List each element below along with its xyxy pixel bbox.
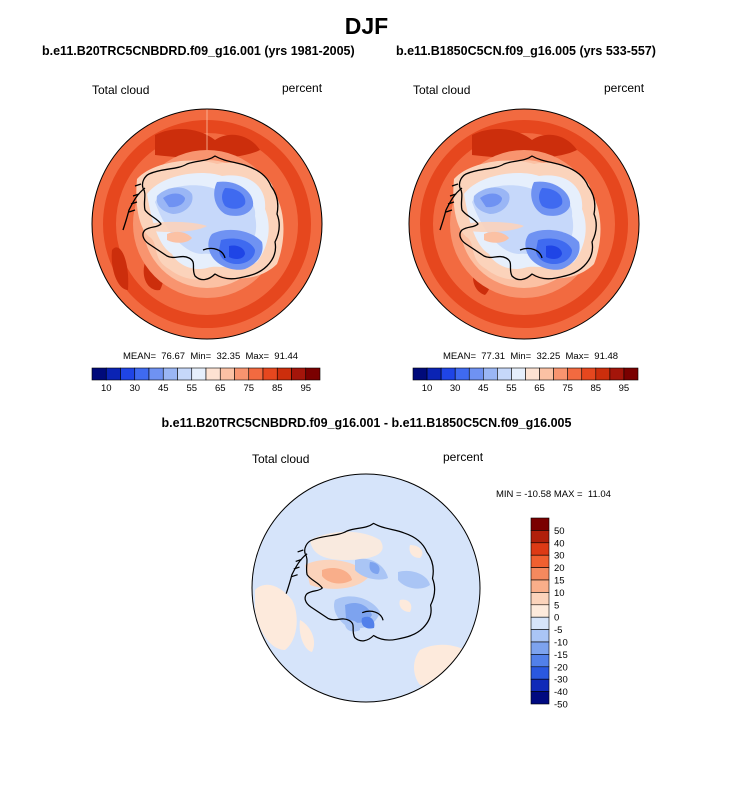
panel-1-units-label: percent	[282, 81, 323, 95]
colorbar-diff-swatch	[530, 604, 550, 618]
colorbar-diff-swatch	[530, 530, 550, 544]
colorbar-diff-swatch	[530, 616, 550, 630]
diff-variable-label: Total cloud	[252, 452, 310, 466]
colorbar-1-tick-label: 95	[300, 383, 311, 394]
colorbar-2-swatch	[426, 367, 442, 381]
panel-2-stats: MEAN= 77.31 Min= 32.25 Max= 91.48	[443, 351, 619, 362]
colorbar-1-tick-label: 75	[243, 383, 254, 394]
colorbar-2-tick-label: 10	[422, 383, 433, 394]
colorbar-diff-swatch	[530, 517, 550, 531]
colorbar-diff-tick-label: -10	[554, 638, 568, 649]
colorbar-1-swatch	[234, 367, 250, 381]
colorbar-1-tick-label: 30	[129, 383, 140, 394]
colorbar-1-swatch	[276, 367, 292, 381]
colorbar-diff-tick-label: 5	[554, 600, 559, 611]
colorbar-2-swatch	[483, 367, 498, 381]
panel-1-map	[91, 108, 323, 340]
colorbar-diff-tick-label: 50	[554, 526, 565, 537]
colorbar-diff-tick-label: 20	[554, 563, 565, 574]
colorbar-2-swatch	[412, 367, 428, 381]
colorbar-diff-swatch	[530, 542, 550, 556]
colorbar-1-swatch	[291, 367, 307, 381]
panel-2-title: b.e11.B1850C5CN.f09_g16.005 (yrs 533-557…	[396, 44, 656, 58]
colorbar-1-swatch	[91, 367, 107, 381]
panel-1-title: b.e11.B20TRC5CNBDRD.f09_g16.001 (yrs 198…	[42, 44, 355, 58]
colorbar-2-swatch	[623, 367, 639, 381]
colorbar-1-tick-label: 85	[272, 383, 283, 394]
diff-map	[251, 473, 481, 703]
colorbar-diff-tick-label: 15	[554, 576, 565, 587]
colorbar-1-tick-label: 55	[186, 383, 197, 394]
colorbar-1-swatch	[248, 367, 264, 381]
colorbar-diff-swatch	[530, 691, 550, 705]
colorbar-diff-swatch	[530, 592, 550, 606]
colorbar-2-tick-label: 95	[619, 383, 630, 394]
panel-2-units-label: percent	[604, 81, 645, 95]
colorbar-1-swatch	[191, 367, 207, 381]
diff-stats: MIN = -10.58 MAX = 11.04	[496, 489, 611, 500]
colorbar-diff-tick-label: 0	[554, 613, 559, 624]
colorbar-2-swatch	[609, 367, 625, 381]
colorbar-2-swatch	[567, 367, 583, 381]
colorbar-2-tick-label: 85	[591, 383, 602, 394]
colorbar-2-tick-label: 75	[562, 383, 573, 394]
colorbar-2-tick-label: 45	[478, 383, 489, 394]
colorbar-1-swatch	[262, 367, 278, 381]
panel-1-variable-label: Total cloud	[92, 83, 150, 97]
colorbar-diff-swatch	[530, 641, 550, 655]
colorbar-2-swatch	[539, 367, 554, 381]
colorbar-diff-tick-label: 30	[554, 551, 565, 562]
colorbar-1-tick-label: 45	[158, 383, 169, 394]
diff-title: b.e11.B20TRC5CNBDRD.f09_g16.001 - b.e11.…	[161, 416, 572, 430]
colorbar-diff-swatch	[530, 654, 550, 668]
colorbar-diff-tick-label: -15	[554, 650, 568, 661]
panel-2-variable-label: Total cloud	[413, 83, 471, 97]
colorbar-1-swatch	[219, 367, 235, 381]
colorbar-2-swatch	[454, 367, 470, 381]
colorbar-2-swatch	[581, 367, 597, 381]
colorbar-2-swatch	[595, 367, 611, 381]
colorbar-2-tick-label: 30	[450, 383, 461, 394]
colorbar-1-swatch	[148, 367, 164, 381]
colorbar-diff-tick-label: -5	[554, 625, 562, 636]
colorbar-diff-tick-label: -40	[554, 687, 568, 698]
colorbar-diff-tick-label: 10	[554, 588, 565, 599]
colorbar-2-tick-label: 65	[534, 383, 545, 394]
colorbar-diff-swatch	[530, 678, 550, 692]
diff-units-label: percent	[443, 450, 484, 464]
colorbar-1-tick-label: 65	[215, 383, 226, 394]
colorbar-1-swatch	[134, 367, 150, 381]
colorbar-1-swatch	[120, 367, 136, 381]
colorbar-diff-tick-label: -30	[554, 675, 568, 686]
colorbar-2-swatch	[468, 367, 484, 381]
colorbar-1-tick-label: 10	[101, 383, 112, 394]
colorbar-2-swatch	[497, 367, 512, 381]
colorbar-1-swatch	[162, 367, 178, 381]
colorbar-2-swatch	[525, 367, 540, 381]
panel-1-stats: MEAN= 76.67 Min= 32.35 Max= 91.44	[123, 351, 299, 362]
colorbar-1-swatch	[205, 367, 221, 381]
colorbar-1-swatch	[305, 367, 321, 381]
colorbar-diff-tick-label: -20	[554, 662, 568, 673]
colorbar-2-swatch	[440, 367, 456, 381]
colorbar-2-swatch	[553, 367, 568, 381]
colorbar-diff-tick-label: -50	[554, 700, 568, 711]
colorbar-1-swatch	[177, 367, 193, 381]
colorbar-2-tick-label: 55	[506, 383, 517, 394]
colorbar-diff-swatch	[530, 666, 550, 680]
colorbar-panel-2: 10 30 45 55 65 75 85 95	[412, 367, 639, 394]
colorbar-diff-swatch	[530, 567, 550, 581]
colorbar-2-swatch	[511, 367, 526, 381]
colorbar-1-swatch	[105, 367, 121, 381]
colorbar-diff-tick-label: 40	[554, 538, 565, 549]
colorbar-diff-swatch	[530, 629, 550, 643]
panel-2-map	[408, 108, 640, 340]
figure-title: DJF	[344, 13, 389, 39]
colorbar-panel-1: 10 30 45 55 65 75 85 95	[91, 367, 321, 394]
colorbar-diff-swatch	[530, 579, 550, 593]
colorbar-diff-swatch	[530, 554, 550, 568]
